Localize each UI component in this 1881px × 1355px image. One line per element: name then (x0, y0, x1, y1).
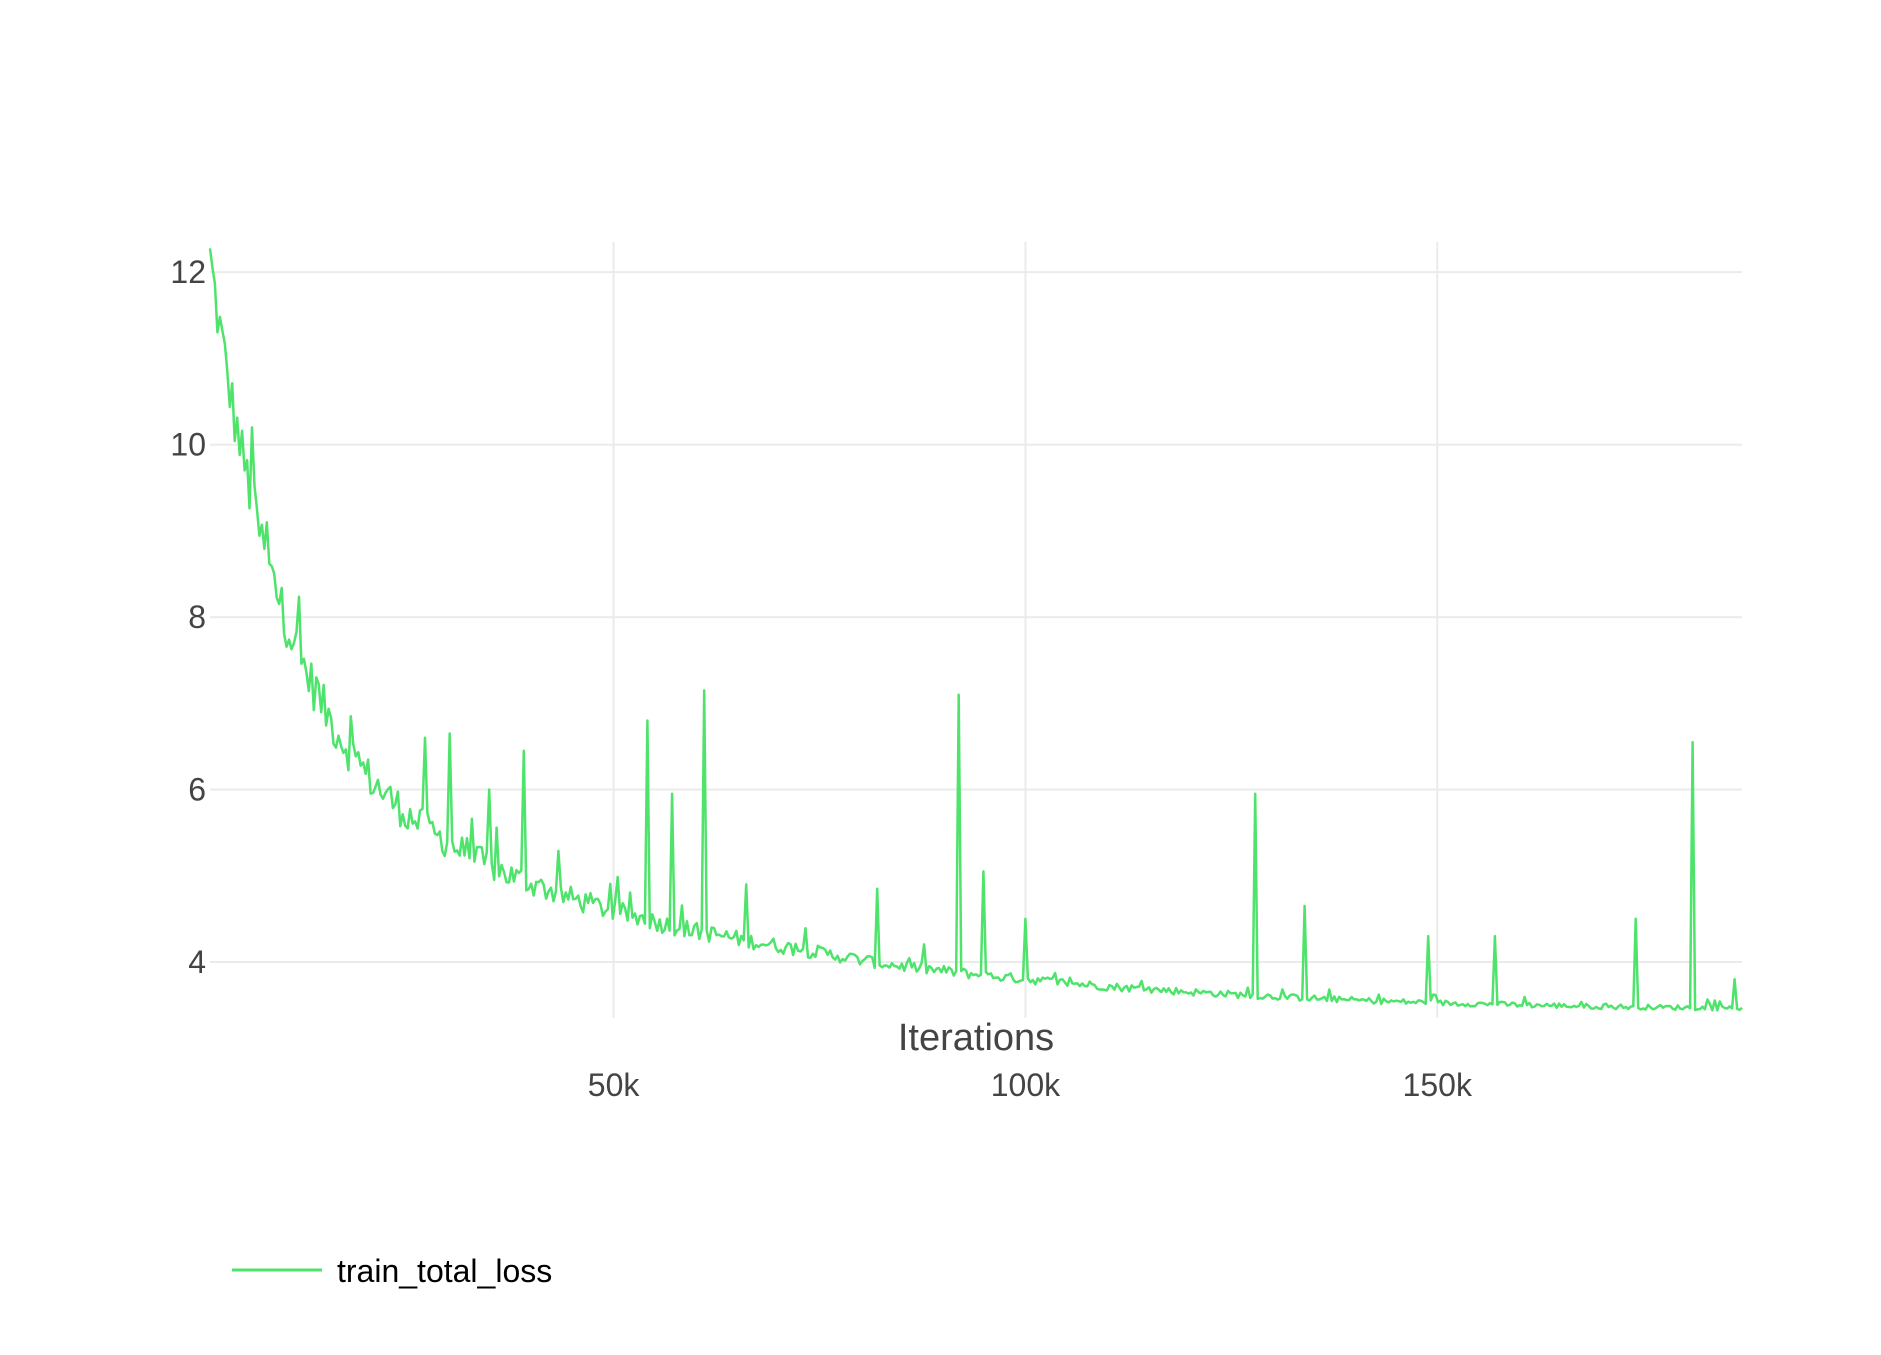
x-tick-label: 50k (588, 1067, 641, 1103)
x-axis: 50k 100k 150k (588, 1067, 1473, 1103)
y-tick-label: 10 (170, 427, 206, 463)
y-tick-label: 8 (188, 599, 206, 635)
grid-lines (210, 242, 1742, 1018)
series-line-train-total-loss (208, 248, 1743, 1012)
x-axis-title: Iterations (898, 1017, 1054, 1059)
y-tick-label: 6 (188, 772, 206, 808)
y-axis: 4 6 8 10 12 (170, 254, 206, 980)
x-tick-label: 100k (991, 1067, 1061, 1103)
plot-area (208, 248, 1743, 1012)
y-tick-label: 4 (188, 944, 206, 980)
legend[interactable]: train_total_loss (232, 1253, 552, 1289)
y-tick-label: 12 (170, 254, 206, 290)
x-tick-label: 150k (1403, 1067, 1473, 1103)
legend-label: train_total_loss (337, 1253, 552, 1289)
